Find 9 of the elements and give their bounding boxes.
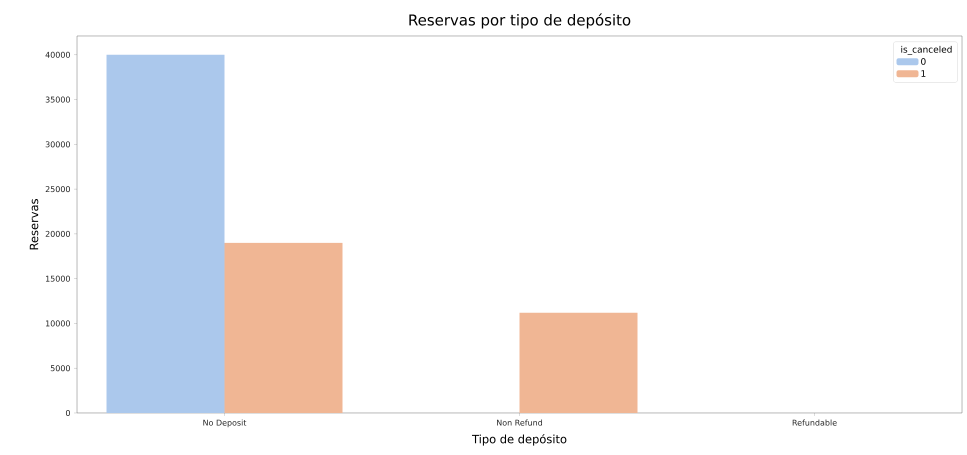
legend-title: is_canceled <box>901 46 952 55</box>
bar <box>224 242 343 413</box>
bar <box>520 312 638 413</box>
chart-title: Reservas por tipo de depósito <box>409 13 630 28</box>
legend-label: 0 <box>921 58 926 65</box>
x-axis-title: Tipo de depósito <box>472 434 566 446</box>
legend-label: 1 <box>921 70 926 77</box>
y-axis-title: Reservas <box>30 199 38 250</box>
bar <box>106 54 225 413</box>
